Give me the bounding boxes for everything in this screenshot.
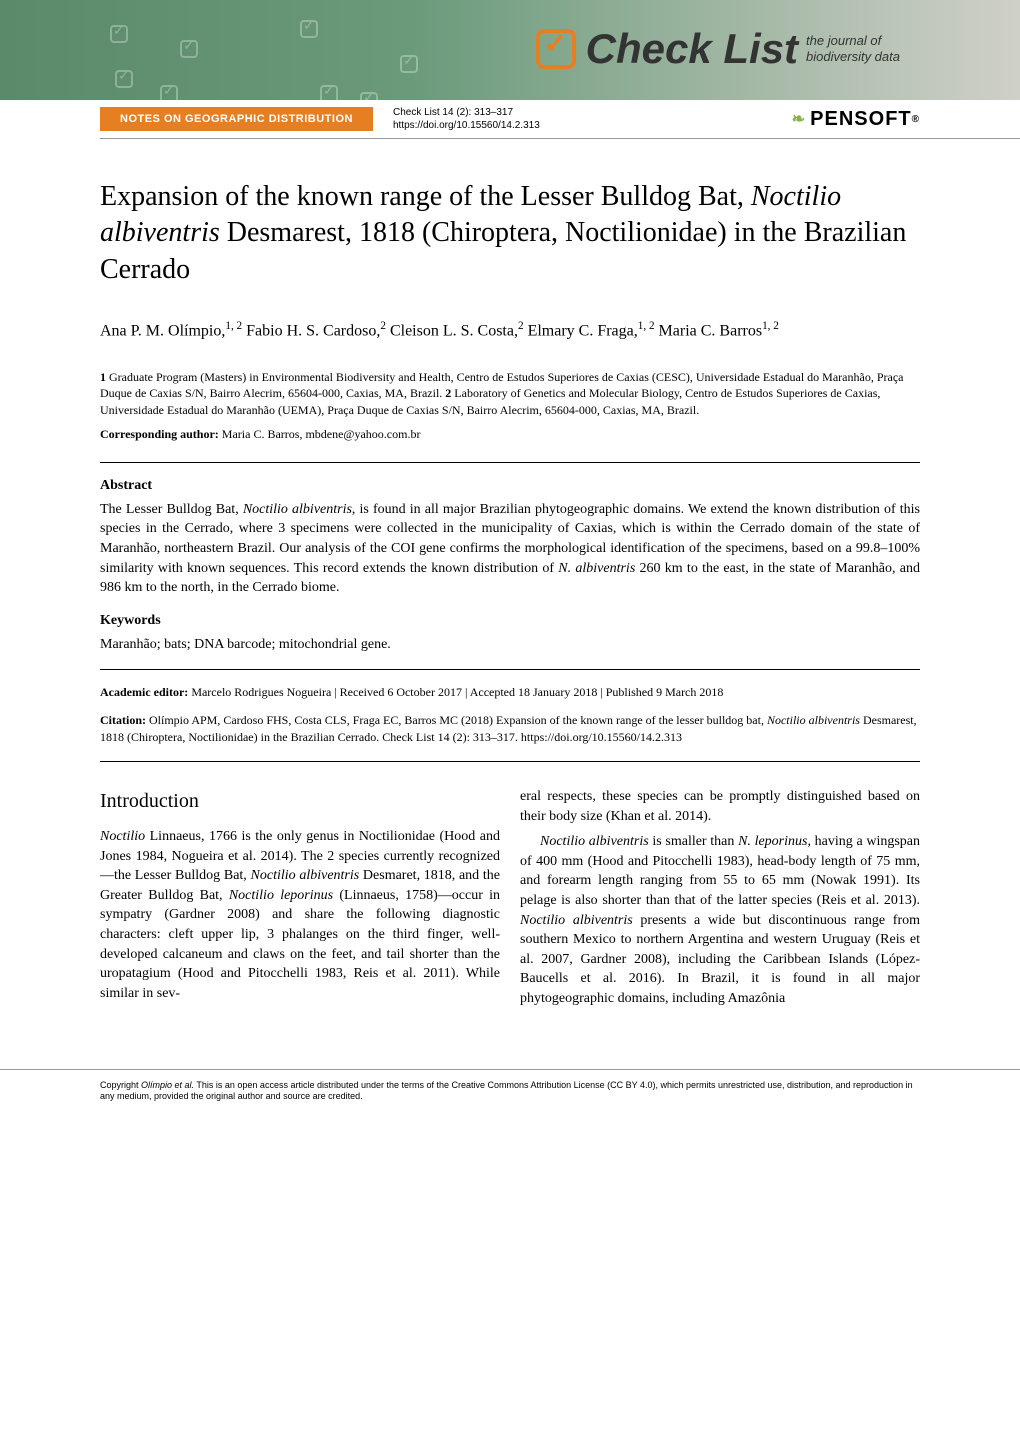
intro-col2-i3: Noctilio albiventris [520, 913, 633, 928]
intro-i2: Noctilio albiventris [251, 868, 360, 883]
author1-sup: 1, 2 [225, 320, 242, 332]
header-banner: Check List the journal of biodiversity d… [0, 0, 1020, 100]
author3: Cleison L. S. Costa, [390, 323, 518, 340]
body-columns: Introduction Noctilio Linnaeus, 1766 is … [100, 787, 920, 1009]
citation-line1: Check List 14 (2): 313–317 [393, 106, 540, 119]
citation-line2: https://doi.org/10.15560/14.2.313 [393, 119, 540, 132]
check-icon [180, 40, 198, 58]
check-icon [360, 92, 378, 100]
editor-text: Marcelo Rodrigues Nogueira | Received 6 … [188, 685, 723, 699]
publisher-symbol: ® [912, 114, 920, 125]
intro-p2: eral respects, these species can be prom… [520, 787, 920, 826]
tagline-line1: the journal of [806, 33, 900, 49]
copyright-t1: Copyright [100, 1080, 141, 1090]
title-part2: Desmarest, 1818 (Chiroptera, Noctilionid… [100, 217, 906, 284]
journal-name: Check List [586, 25, 798, 73]
section-bar: NOTES ON GEOGRAPHIC DISTRIBUTION Check L… [100, 100, 1020, 139]
check-icon [110, 25, 128, 43]
corresponding-text: Maria C. Barros, mbdene@yahoo.com.br [219, 427, 421, 441]
check-icon [300, 20, 318, 38]
author1: Ana P. M. Olímpio, [100, 323, 225, 340]
editor-label: Academic editor: [100, 685, 188, 699]
corresponding-author: Corresponding author: Maria C. Barros, m… [100, 427, 920, 442]
intro-p1: Noctilio Linnaeus, 1766 is the only genu… [100, 827, 500, 1003]
author3-sup: 2 [518, 320, 524, 332]
abstract-p1: The Lesser Bulldog Bat, [100, 502, 243, 517]
intro-i3: Noctilio leporinus [229, 888, 333, 903]
authors: Ana P. M. Olímpio,1, 2 Fabio H. S. Cardo… [100, 318, 920, 343]
intro-p3: Noctilio albiventris is smaller than N. … [520, 832, 920, 1008]
keywords-heading: Keywords [100, 613, 920, 629]
publisher-name: PENSOFT [810, 108, 911, 131]
journal-tagline: the journal of biodiversity data [806, 33, 900, 64]
intro-col2-i1: Noctilio albiventris [540, 834, 649, 849]
intro-heading: Introduction [100, 787, 500, 815]
check-icon [400, 55, 418, 73]
abstract-text: The Lesser Bulldog Bat, Noctilio albiven… [100, 500, 920, 598]
article-content: Expansion of the known range of the Less… [0, 139, 1020, 1039]
keywords-text: Maranhão; bats; DNA barcode; mitochondri… [100, 635, 920, 655]
journal-logo: Check List the journal of biodiversity d… [536, 25, 900, 73]
citation-label: Citation: [100, 713, 146, 727]
divider [100, 669, 920, 670]
check-icon [320, 85, 338, 100]
intro-col2-i2: N. leporinus [738, 834, 807, 849]
check-icon [160, 85, 178, 100]
intro-col2-t2: is smaller than [649, 834, 738, 849]
author2-sup: 2 [380, 320, 386, 332]
section-label: NOTES ON GEOGRAPHIC DISTRIBUTION [100, 107, 373, 131]
abstract-heading: Abstract [100, 478, 920, 494]
citation-block: Citation: Olímpio APM, Cardoso FHS, Cost… [100, 712, 920, 746]
author5: Maria C. Barros [659, 323, 763, 340]
abstract-i2: N. albiventris [558, 561, 635, 576]
abstract-i1: Noctilio albiventris [243, 502, 352, 517]
divider [100, 462, 920, 463]
citation-info: Check List 14 (2): 313–317 https://doi.o… [393, 106, 540, 132]
title-part1: Expansion of the known range of the Less… [100, 181, 751, 212]
author4-sup: 1, 2 [638, 320, 655, 332]
introduction-section: Introduction Noctilio Linnaeus, 1766 is … [100, 787, 920, 1009]
pensoft-leaf-icon: ❧ [792, 109, 806, 129]
article-title: Expansion of the known range of the Less… [100, 179, 920, 288]
copyright-i1: Olímpio et al. [141, 1080, 194, 1090]
copyright: Copyright Olímpio et al. This is an open… [0, 1069, 1020, 1113]
corresponding-label: Corresponding author: [100, 427, 219, 441]
divider [100, 761, 920, 762]
body-col-left: Introduction Noctilio Linnaeus, 1766 is … [100, 787, 500, 1009]
check-icon [115, 70, 133, 88]
intro-i1: Noctilio [100, 829, 145, 844]
citation-p1: Olímpio APM, Cardoso FHS, Costa CLS, Fra… [146, 713, 767, 727]
tagline-line2: biodiversity data [806, 49, 900, 65]
author5-sup: 1, 2 [762, 320, 779, 332]
pensoft-logo: ❧ PENSOFT ® [792, 108, 920, 131]
affiliations: 1 Graduate Program (Masters) in Environm… [100, 369, 920, 419]
citation-i1: Noctilio albiventris [767, 713, 860, 727]
journal-check-icon [536, 29, 576, 69]
intro-t3: (Linnaeus, 1758)—occur in sympatry (Gard… [100, 888, 500, 1001]
author4: Elmary C. Fraga, [528, 323, 638, 340]
intro-col2-t1: eral respects, these species can be prom… [520, 789, 920, 824]
body-col-right: eral respects, these species can be prom… [520, 787, 920, 1009]
editor-info: Academic editor: Marcelo Rodrigues Nogue… [100, 685, 920, 700]
author2: Fabio H. S. Cardoso, [246, 323, 380, 340]
copyright-t2: This is an open access article distribut… [100, 1080, 913, 1102]
